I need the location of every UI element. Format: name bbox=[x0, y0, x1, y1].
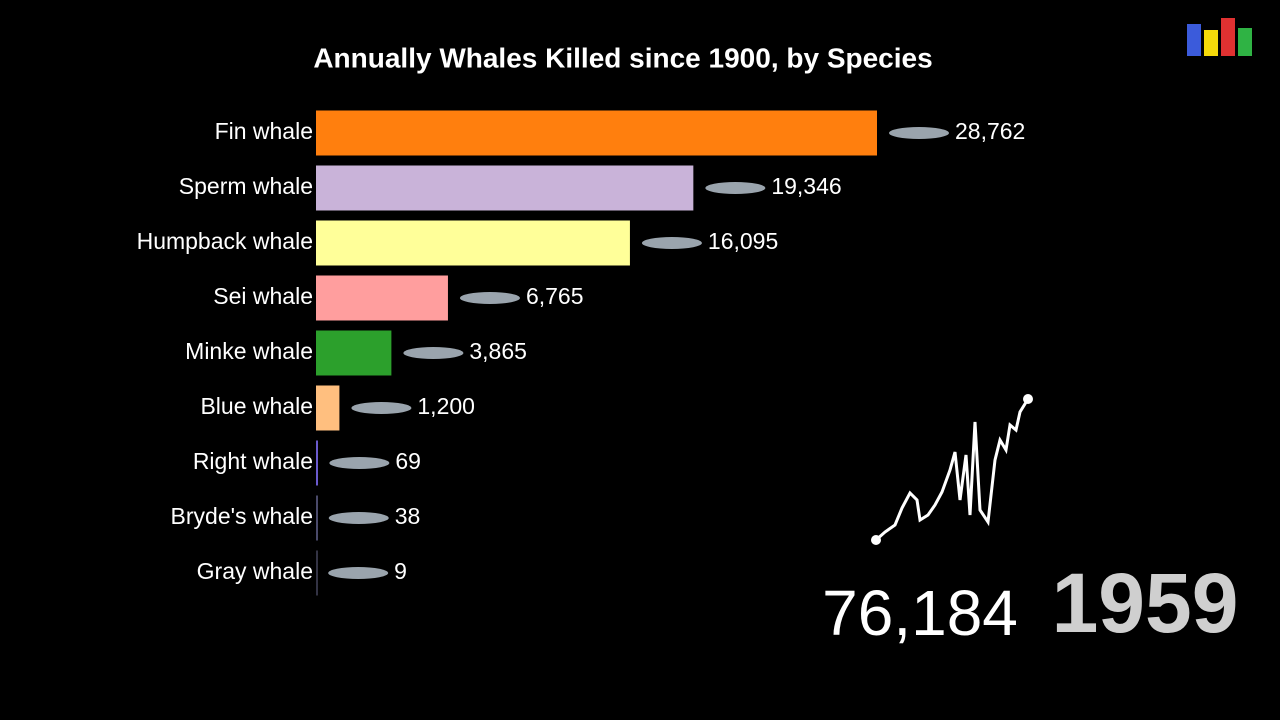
category-label: Humpback whale bbox=[137, 228, 313, 254]
trend-start bbox=[871, 535, 881, 545]
whale-icon bbox=[351, 402, 412, 414]
logo-bar bbox=[1221, 18, 1235, 56]
value-label: 69 bbox=[395, 448, 421, 474]
category-label: Sei whale bbox=[213, 283, 313, 309]
value-label: 38 bbox=[395, 503, 421, 529]
value-label: 19,346 bbox=[771, 173, 841, 199]
whale-icon bbox=[328, 512, 389, 524]
logo-bar bbox=[1187, 24, 1201, 56]
bar bbox=[316, 385, 340, 431]
category-label: Right whale bbox=[193, 448, 313, 474]
category-label: Minke whale bbox=[185, 338, 313, 364]
category-label: Gray whale bbox=[197, 558, 313, 584]
bar bbox=[316, 275, 448, 321]
year-label: 1959 bbox=[1052, 556, 1239, 650]
category-label: Sperm whale bbox=[179, 173, 313, 199]
value-label: 3,865 bbox=[469, 338, 527, 364]
bar bbox=[316, 330, 392, 376]
whale-icon bbox=[641, 237, 702, 249]
logo bbox=[1187, 18, 1252, 56]
whale-icon bbox=[705, 182, 766, 194]
category-label: Bryde's whale bbox=[171, 503, 313, 529]
whale-icon bbox=[403, 347, 464, 359]
logo-bar bbox=[1204, 30, 1218, 56]
whale-icon bbox=[329, 457, 390, 469]
bar bbox=[316, 110, 877, 156]
whale-icon bbox=[328, 567, 389, 579]
value-label: 6,765 bbox=[526, 283, 584, 309]
logo-bar bbox=[1238, 28, 1252, 56]
bar bbox=[316, 440, 318, 486]
chart-title: Annually Whales Killed since 1900, by Sp… bbox=[313, 42, 932, 73]
value-label: 28,762 bbox=[955, 118, 1025, 144]
bar bbox=[316, 495, 318, 541]
bar bbox=[316, 220, 630, 266]
bar bbox=[316, 165, 694, 211]
category-label: Fin whale bbox=[215, 118, 313, 144]
trend-line bbox=[875, 398, 1030, 542]
whale-icon bbox=[459, 292, 520, 304]
trend-end bbox=[1023, 394, 1033, 404]
total-label: 76,184 bbox=[822, 577, 1018, 649]
value-label: 1,200 bbox=[417, 393, 475, 419]
whale-icon bbox=[889, 127, 949, 139]
value-label: 9 bbox=[394, 558, 407, 584]
value-label: 16,095 bbox=[708, 228, 778, 254]
category-label: Blue whale bbox=[200, 393, 313, 419]
bar bbox=[316, 550, 318, 596]
